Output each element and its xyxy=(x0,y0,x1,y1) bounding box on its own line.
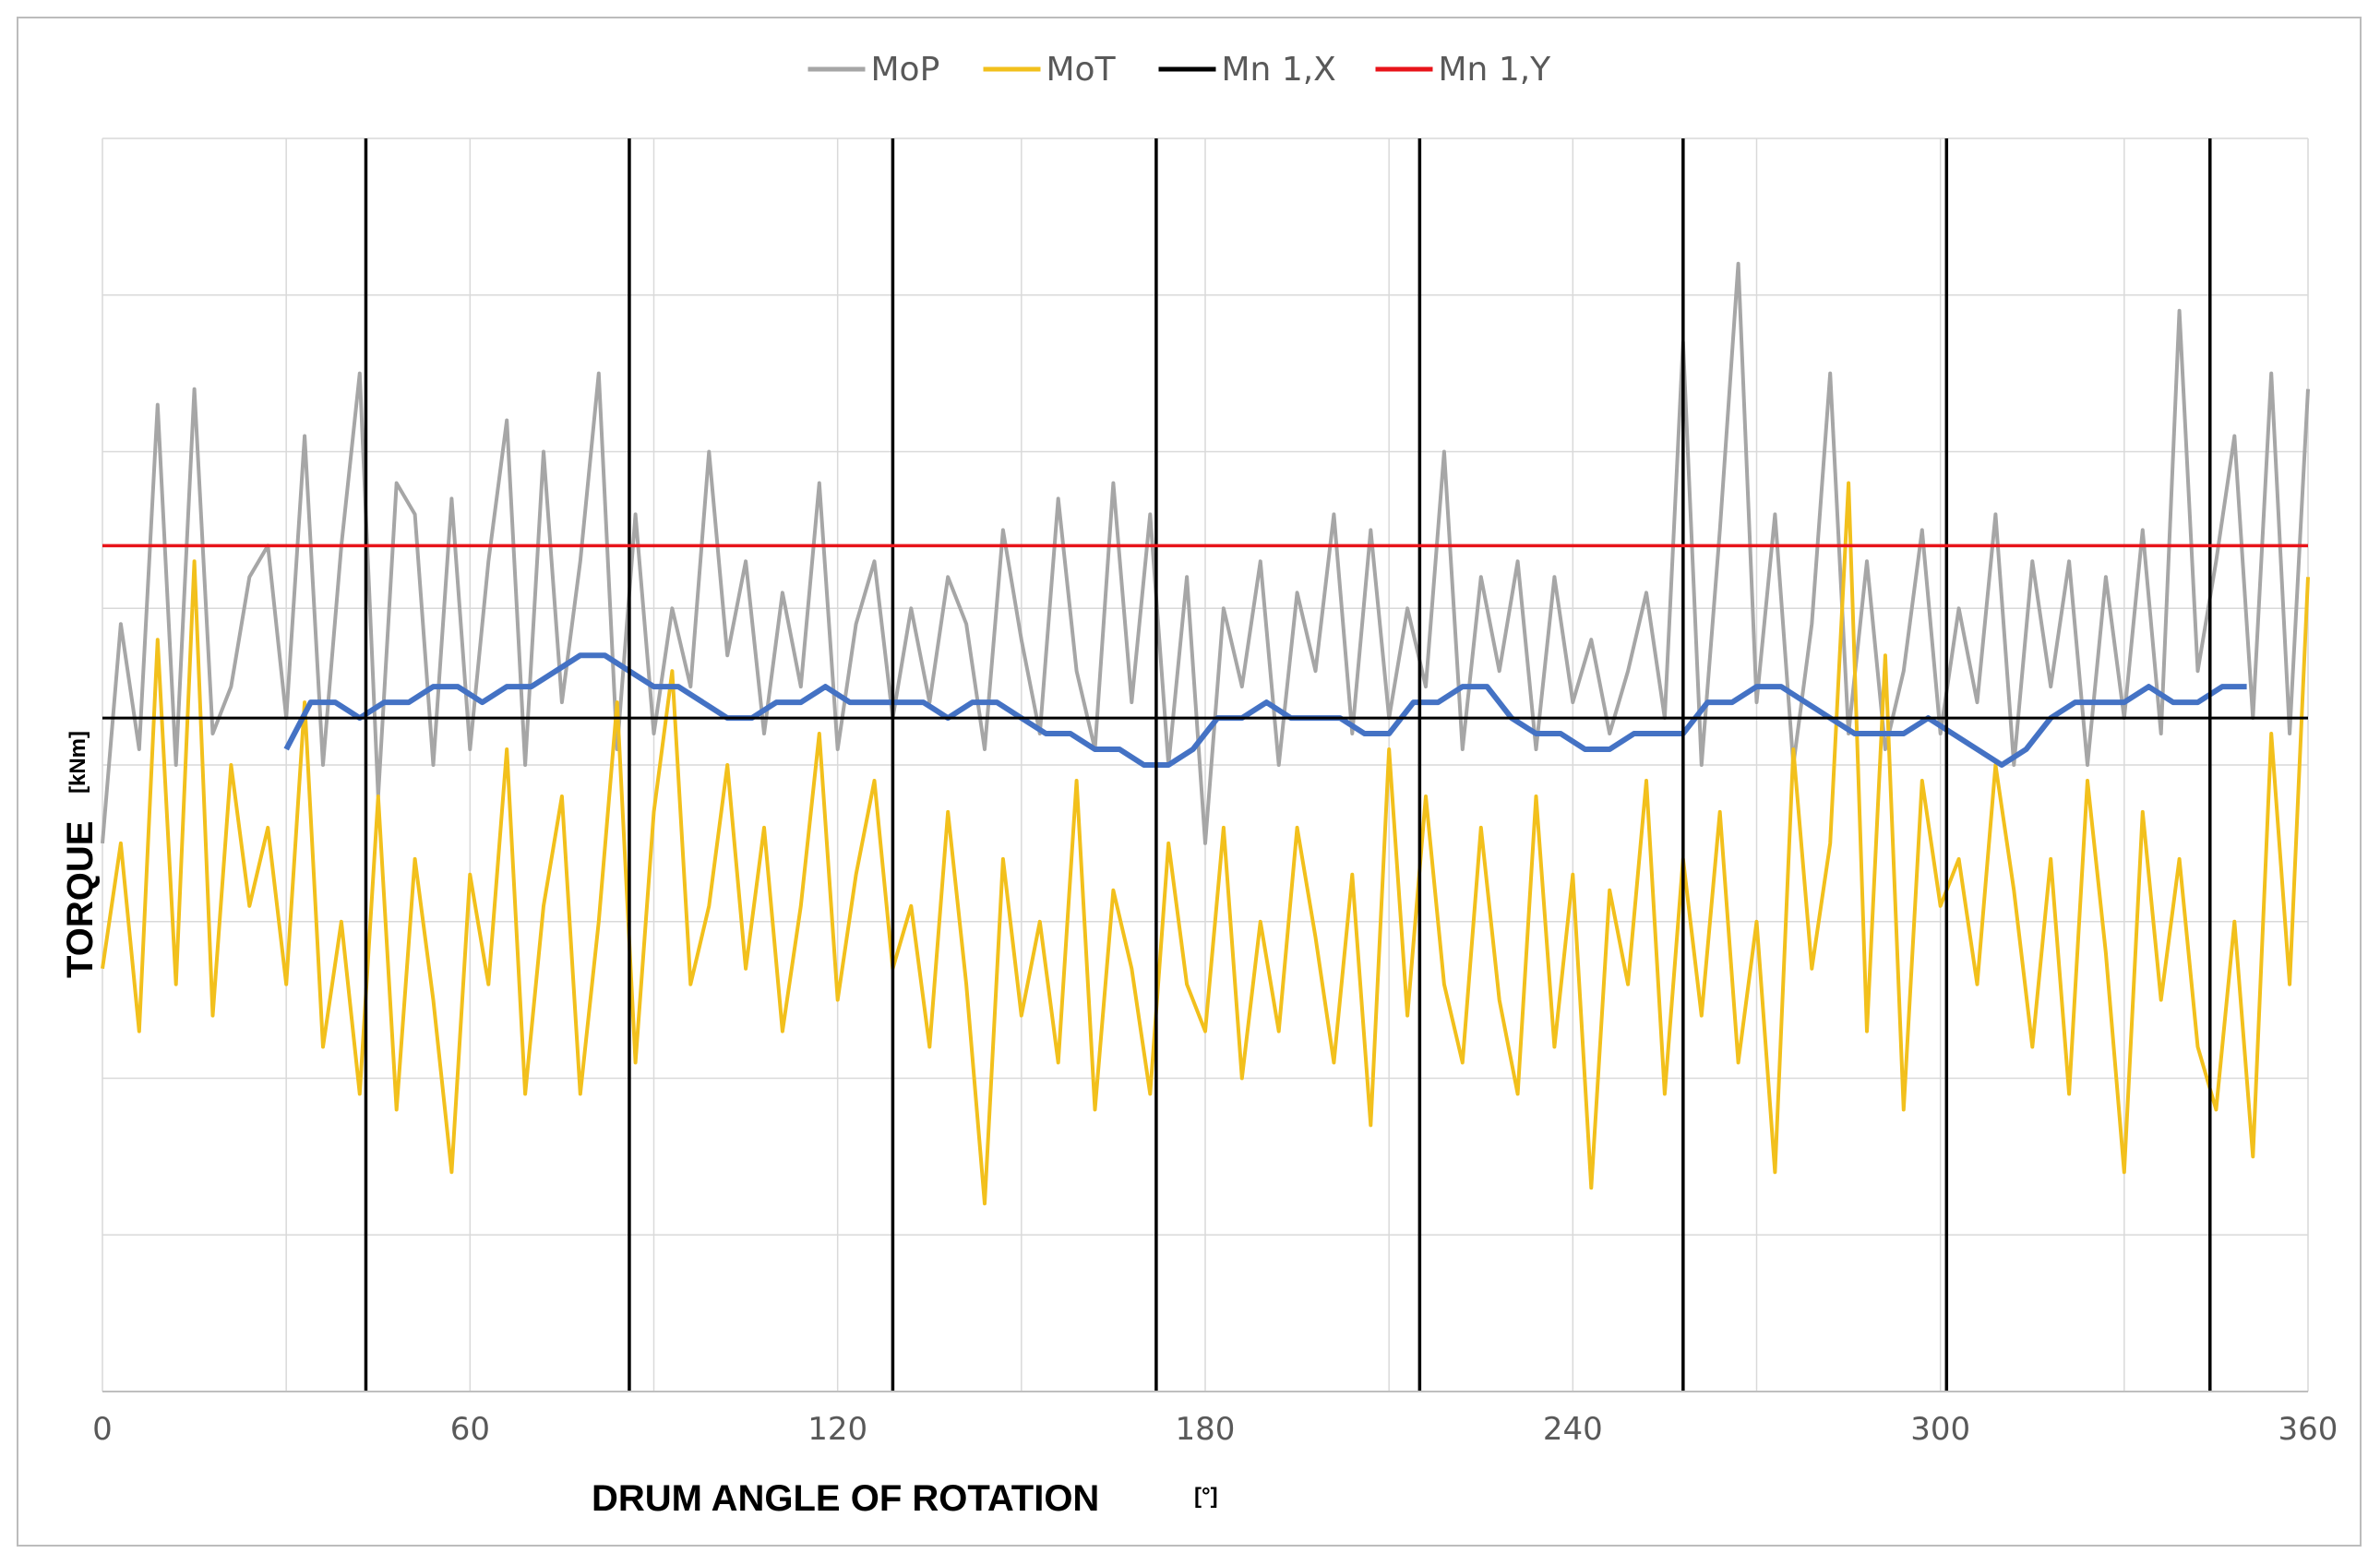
gridlines xyxy=(102,137,2309,1392)
y-axis-title: TORQUE xyxy=(60,821,101,978)
legend-item-mop: MoP xyxy=(807,51,940,89)
series-average-line xyxy=(283,652,2247,768)
x-tick-label: 0 xyxy=(92,1411,113,1448)
chart-frame: 0 60 120 180 240 300 360 MoP MoT Mn 1,X Mn 1,Y DR… xyxy=(17,17,2362,1547)
x-tick-label: 300 xyxy=(1910,1411,1970,1448)
reference-lines xyxy=(102,138,2308,1392)
y-axis-unit: [kNm] xyxy=(66,731,90,794)
legend: MoP MoT Mn 1,X Mn 1,Y xyxy=(807,51,1552,89)
legend-label: MoT xyxy=(1046,51,1117,89)
x-axis-unit: [°] xyxy=(1194,1484,1218,1509)
x-axis-title: DRUM ANGLE OF ROTATION xyxy=(592,1478,1099,1519)
torque-chart: 0 60 120 180 240 300 360 MoP MoT Mn 1,X Mn 1,Y DR… xyxy=(60,51,2338,1519)
series-mop-line xyxy=(101,261,2310,845)
legend-label: Mn 1,Y xyxy=(1439,51,1552,89)
legend-item-mn1y: Mn 1,Y xyxy=(1375,51,1552,89)
series-mot-line xyxy=(101,481,2310,1206)
legend-label: MoP xyxy=(871,51,940,89)
series-lines xyxy=(101,261,2310,1206)
x-tick-labels: 0 60 120 180 240 300 360 xyxy=(92,1411,2338,1448)
legend-label: Mn 1,X xyxy=(1222,51,1336,89)
x-tick-label: 180 xyxy=(1176,1411,1236,1448)
x-tick-label: 360 xyxy=(2278,1411,2338,1448)
x-tick-label: 120 xyxy=(807,1411,867,1448)
legend-item-mot: MoT xyxy=(983,51,1117,89)
legend-item-mn1x: Mn 1,X xyxy=(1158,51,1336,89)
x-tick-label: 60 xyxy=(450,1411,490,1448)
x-tick-label: 240 xyxy=(1543,1411,1603,1448)
